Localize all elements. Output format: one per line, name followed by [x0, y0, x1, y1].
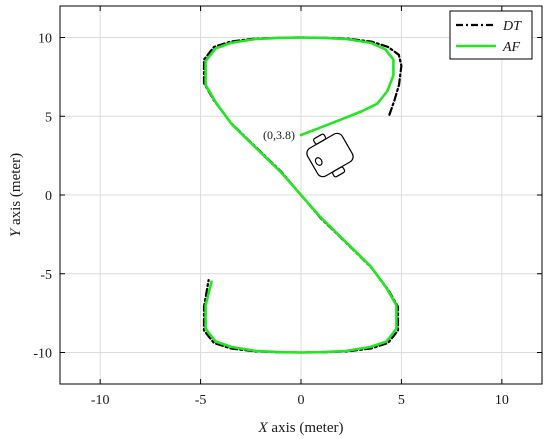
x-tick-label: -10: [91, 393, 110, 408]
y-axis-title: Y axis (meter): [8, 153, 24, 237]
y-tick-label: 0: [45, 189, 52, 204]
x-tick-label: 5: [398, 393, 405, 408]
y-axis-title-rest: axis (meter): [8, 153, 24, 229]
x-axis-var: X: [258, 420, 269, 436]
series-layer: [202, 36, 403, 354]
series-line-af: [204, 36, 398, 354]
x-tick-label: -5: [195, 393, 207, 408]
legend: DT AF: [449, 10, 533, 60]
x-tick-label: 10: [495, 393, 509, 408]
robot-icon: [306, 132, 354, 178]
axis-ticks: -10 -5 0 5 10 -10 -5 0 5 10: [33, 6, 542, 408]
y-tick-label: 10: [38, 32, 52, 47]
legend-label-dt: DT: [502, 19, 522, 34]
y-tick-label: -5: [40, 268, 52, 283]
start-point-annotation: (0,3.8): [263, 128, 295, 142]
y-tick-label: 5: [45, 110, 52, 125]
legend-label-af: AF: [502, 40, 521, 55]
x-axis-title-rest: axis (meter): [268, 420, 344, 436]
x-axis-title: X axis (meter): [258, 420, 344, 436]
x-tick-label: 0: [298, 393, 305, 408]
y-tick-label: -10: [33, 347, 52, 362]
y-axis-var: Y: [8, 227, 24, 237]
